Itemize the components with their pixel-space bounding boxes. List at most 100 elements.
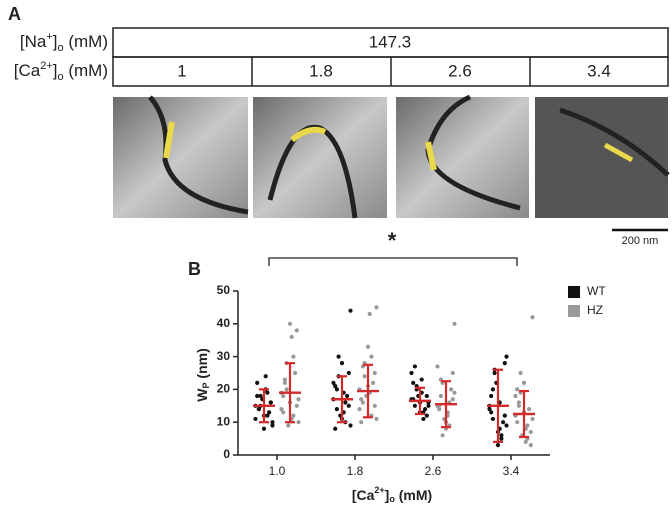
data-point [296,420,301,425]
data-point [343,400,348,405]
data-point [450,370,455,376]
data-point [289,334,294,340]
data-point [348,308,353,313]
data-point [265,413,270,418]
data-point [374,416,379,422]
data-point [365,344,371,349]
data-point [440,433,445,438]
data-point [359,420,364,425]
data-point [492,370,497,376]
legend-swatch [568,286,580,298]
data-point [499,436,504,441]
ca-value: 1 [177,61,186,80]
data-point [345,393,350,399]
x-tick-label: 1.0 [269,464,286,478]
data-point [530,315,535,320]
na-value: 147.3 [369,32,412,51]
data-point [359,397,364,402]
data-point [530,416,535,422]
data-point [284,387,289,392]
data-point [291,354,296,359]
data-point [372,403,377,408]
data-point [256,406,261,412]
legend-label: HZ [587,303,603,317]
data-point [516,400,522,405]
y-tick-label: 50 [217,283,231,297]
data-point [489,393,494,399]
data-point [346,403,351,408]
data-point [419,377,424,382]
y-tick-label: 20 [217,382,231,396]
data-point [371,380,376,385]
data-point [412,364,417,369]
data-point [369,354,374,359]
data-point [270,423,275,428]
data-point [265,390,270,395]
data-point [333,384,338,389]
data-point [499,433,504,438]
data-point [294,328,299,333]
data-point [336,354,341,359]
data-point [490,387,495,392]
data-point [255,380,260,385]
data-point [504,354,509,359]
na-label: [Na+]o (mM) [20,31,108,54]
data-point [263,374,268,379]
data-point [331,380,336,385]
data-point [261,426,267,431]
data-point [357,406,362,412]
data-point [489,410,494,415]
y-tick-label: 30 [217,349,231,363]
y-tick-label: 10 [217,414,231,428]
data-point [286,423,291,428]
x-tick-label: 3.4 [503,464,520,478]
data-point [270,420,275,425]
data-point [527,406,532,412]
data-point [258,393,263,399]
panel-label: B [188,259,201,279]
data-point [281,393,286,399]
data-point [372,370,377,376]
data-point [339,361,345,366]
data-point [346,370,351,376]
data-point [423,406,428,412]
data-point [450,397,455,402]
data-point [523,439,528,444]
data-point [367,311,372,317]
data-point [294,403,299,408]
data-point [515,420,520,425]
data-point [502,361,507,366]
data-point [452,390,457,395]
legend-swatch [568,305,580,317]
data-point [449,387,454,392]
legend-label: WT [587,284,606,298]
data-point [360,400,365,405]
data-point [424,393,429,399]
data-point [495,443,501,448]
ca-value: 1.8 [309,61,333,80]
data-point [412,403,417,408]
data-point [282,377,287,382]
data-point [334,406,339,412]
data-point [438,393,443,399]
data-point [521,380,527,385]
data-point [334,387,339,392]
significance: * [388,228,397,253]
data-point [255,393,260,399]
ca-value: 3.4 [587,61,611,80]
data-point [487,406,492,412]
data-point [287,321,293,326]
data-point [513,393,518,399]
data-point [435,364,440,369]
ca-label: [Ca2+]o (mM) [14,60,108,83]
data-point [411,380,416,385]
data-point [281,410,286,415]
data-point [268,400,273,405]
data-point [501,420,506,425]
data-point [282,380,287,385]
data-point [293,370,298,376]
data-point [502,413,507,418]
data-point [421,416,426,422]
x-axis-label: [Ca2+]o (mM) [352,485,432,504]
data-point [528,443,533,448]
